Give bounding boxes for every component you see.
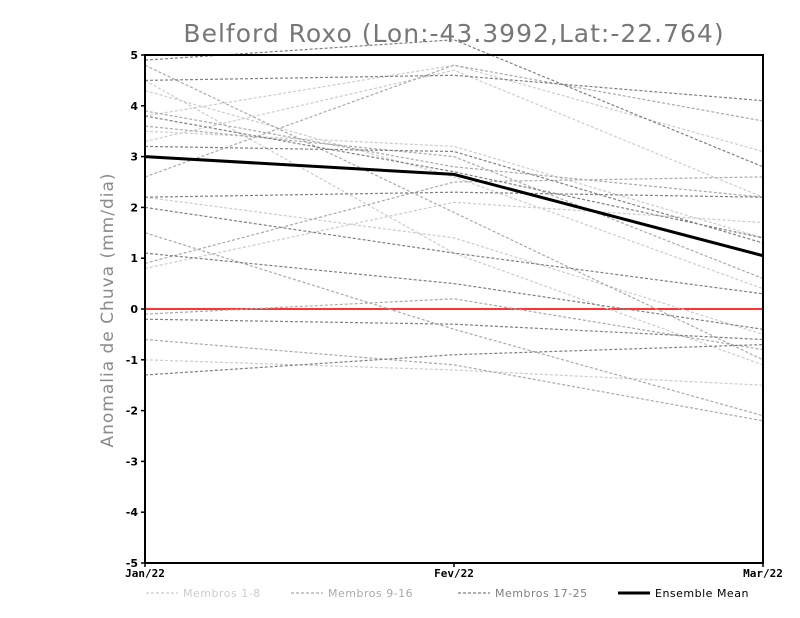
series-line-member: [144, 176, 764, 264]
y-tick-label: -2: [126, 405, 138, 418]
series-line-member: [144, 232, 764, 417]
y-tick-label: -1: [126, 354, 138, 367]
series-line-member: [144, 359, 764, 386]
series-line-member: [144, 318, 764, 341]
series-line-member: [144, 206, 764, 295]
series-line-member: [144, 201, 764, 269]
legend-label: Membros 9-16: [328, 587, 413, 600]
series-line-member: [144, 90, 764, 290]
series-line-member: [144, 110, 764, 198]
series-line-member: [144, 125, 764, 280]
y-tick-label: 2: [130, 201, 138, 214]
series-line-member: [144, 338, 764, 422]
x-tick-label: Jan/22: [125, 567, 165, 580]
series-line-member: [144, 191, 764, 198]
series-line-member: [144, 252, 764, 330]
y-tick-label: -5: [126, 557, 138, 570]
series-line-ensemble-mean: [144, 155, 764, 258]
series-layer: [144, 39, 764, 422]
y-axis-label: Anomalia de Chuva (mm/dia): [98, 172, 118, 447]
x-tick-label: Mar/22: [743, 567, 783, 580]
x-tick-label: Fev/22: [434, 567, 474, 580]
series-line-member: [144, 69, 764, 198]
series-line-member: [144, 344, 764, 376]
axis-layer: -5 -4 -3 -2 -1 0 1 2 3 4 5 Jan/22 Fev/22 Mar/22: [125, 49, 783, 580]
y-tick-label: 5: [130, 49, 138, 62]
y-tick-label: 4: [130, 100, 138, 113]
series-line-member: [144, 196, 764, 335]
y-tick-label: 1: [130, 252, 138, 265]
legend: Membros 1-8 Membros 9-16 Membros 17-25 Ense…: [146, 587, 749, 600]
legend-label: Membros 1-8: [183, 587, 261, 600]
series-line-member: [144, 74, 764, 102]
legend-label: Membros 17-25: [495, 587, 588, 600]
y-tick-label: 3: [130, 151, 138, 164]
series-line-member: [144, 64, 764, 361]
series-line-member: [144, 64, 764, 153]
y-tick-label: 0: [130, 303, 138, 316]
series-line-member: [144, 130, 764, 239]
legend-label: Ensemble Mean: [655, 587, 749, 600]
y-tick-label: -4: [126, 506, 139, 519]
y-tick-label: -3: [126, 455, 138, 468]
chart-title: Belford Roxo (Lon:-43.3992,Lat:-22.764): [183, 19, 724, 48]
series-line-member: [144, 79, 764, 366]
series-line-member: [144, 64, 764, 178]
series-line-member: [144, 39, 764, 168]
series-line-member: [144, 298, 764, 351]
